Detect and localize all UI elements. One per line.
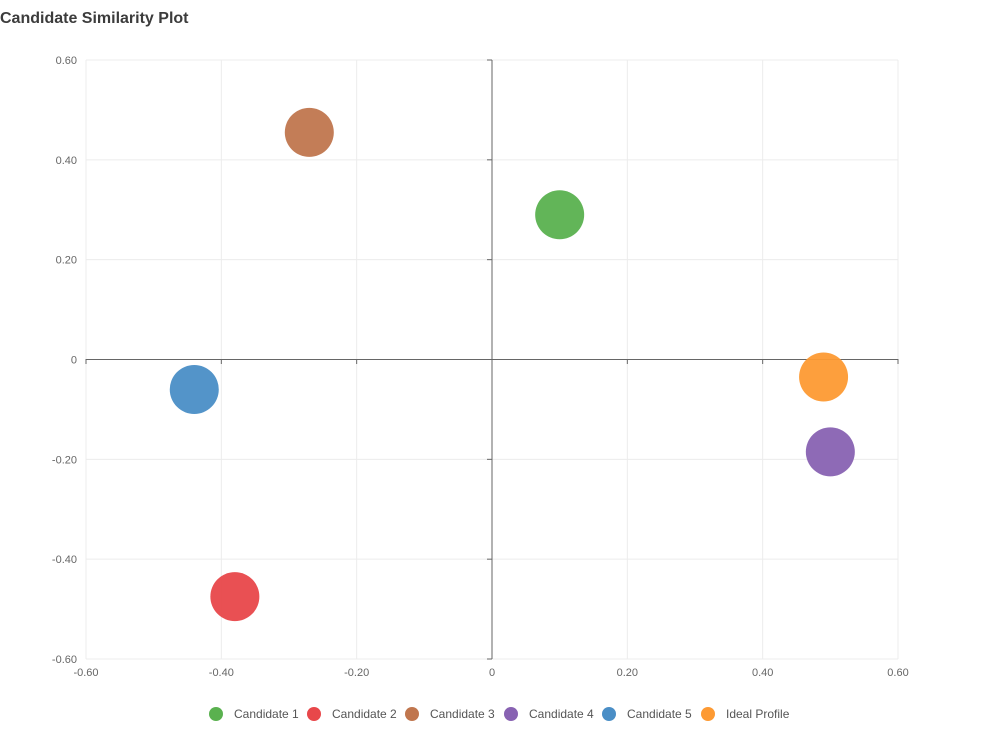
data-point-candidate-1[interactable] — [535, 190, 585, 240]
legend-label: Candidate 4 — [529, 707, 594, 721]
y-tick-label: -0.60 — [52, 654, 77, 666]
x-tick-label: 0 — [489, 667, 495, 679]
legend-swatch — [307, 707, 321, 721]
data-point-ideal-profile[interactable] — [799, 352, 849, 402]
legend: Candidate 1 Candidate 2 Candidate 3 Candida… — [0, 707, 998, 725]
tick-labels: -0.60 -0.40 -0.20 0 0.20 0.40 0.60 0.60 0.40 0.20… — [52, 55, 909, 679]
legend-label: Ideal Profile — [726, 707, 790, 721]
y-tick-label: 0.40 — [56, 155, 77, 167]
legend-label: Candidate 3 — [430, 707, 495, 721]
x-tick-label: 0.20 — [617, 667, 638, 679]
legend-label: Candidate 2 — [332, 707, 397, 721]
y-tick-label: 0 — [71, 355, 77, 367]
x-tick-label: 0.60 — [887, 667, 908, 679]
legend-label: Candidate 1 — [234, 707, 299, 721]
data-point-candidate-5[interactable] — [169, 364, 219, 414]
legend-item[interactable]: Candidate 1 — [209, 707, 299, 721]
scatter-plot: -0.60 -0.40 -0.20 0 0.20 0.40 0.60 0.60 0.40 0.20… — [52, 55, 909, 679]
x-tick-label: -0.20 — [344, 667, 369, 679]
legend-item[interactable]: Candidate 5 — [602, 707, 692, 721]
y-tick-label: -0.20 — [52, 454, 77, 466]
x-tick-label: -0.60 — [73, 667, 98, 679]
data-point-candidate-4[interactable] — [805, 427, 855, 477]
legend-item[interactable]: Candidate 2 — [307, 707, 397, 721]
data-point-candidate-2[interactable] — [210, 572, 260, 622]
data-point-candidate-3[interactable] — [284, 107, 334, 157]
x-tick-label: -0.40 — [209, 667, 234, 679]
legend-swatch — [405, 707, 419, 721]
legend-item[interactable]: Candidate 4 — [504, 707, 594, 721]
y-tick-label: 0.20 — [56, 255, 77, 267]
legend-swatch — [504, 707, 518, 721]
x-tick-label: 0.40 — [752, 667, 773, 679]
legend-item[interactable]: Candidate 3 — [405, 707, 495, 721]
legend-label: Candidate 5 — [627, 707, 692, 721]
legend-swatch — [701, 707, 715, 721]
chart-title: Candidate Similarity Plot — [0, 10, 189, 27]
legend-item[interactable]: Ideal Profile — [701, 707, 789, 721]
axes — [85, 59, 899, 660]
legend-swatch — [602, 707, 616, 721]
y-tick-label: -0.40 — [52, 554, 77, 566]
y-tick-label: 0.60 — [56, 55, 77, 67]
legend-swatch — [209, 707, 223, 721]
data-points — [169, 107, 855, 622]
